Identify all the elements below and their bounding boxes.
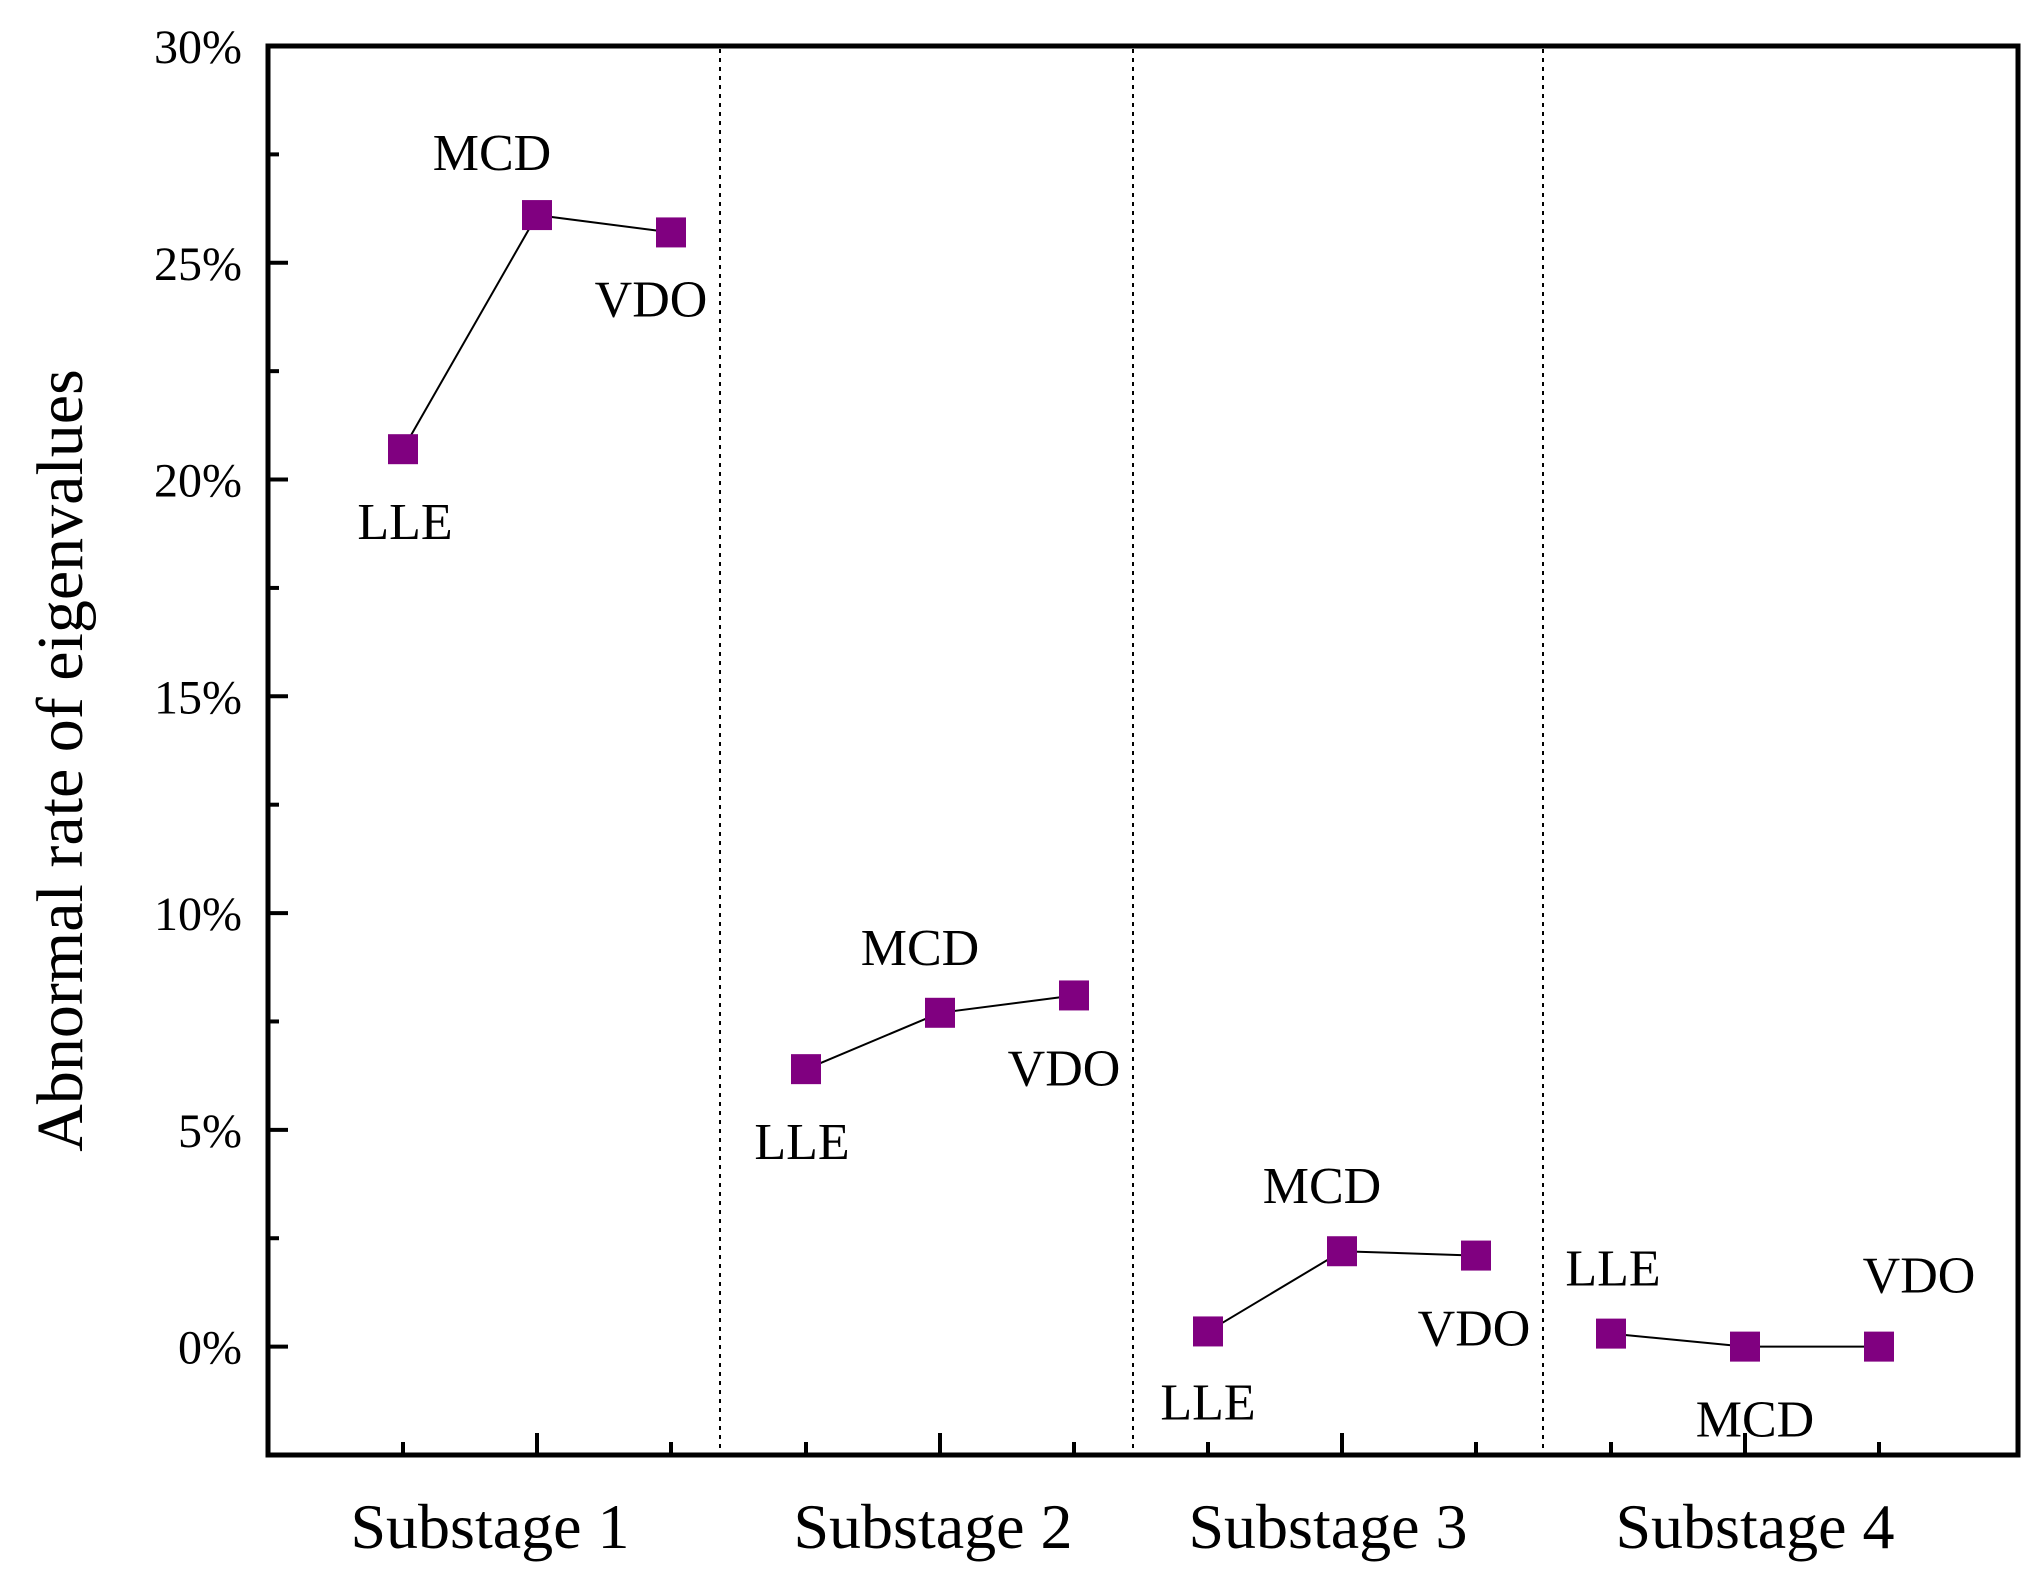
point-labels: LLE MCD VDO LLE MCD VDO LLE MCD VDO LLE MCD VDO	[357, 125, 1975, 1449]
plot-frame	[265, 43, 2021, 1458]
y-tick-label: 10%	[154, 888, 242, 941]
point-label: LLE	[357, 494, 452, 551]
x-group-label: Substage 3	[1188, 1491, 1467, 1562]
point-label: MCD	[1263, 1158, 1381, 1215]
point-label: LLE	[1565, 1241, 1660, 1298]
data-marker	[1596, 1318, 1626, 1349]
y-axis-title: Abnormal rate of eigenvalues	[24, 369, 97, 1152]
data-marker	[1193, 1316, 1223, 1347]
data-marker	[656, 217, 686, 248]
data-marker	[1730, 1331, 1760, 1362]
point-label: VDO	[1863, 1248, 1976, 1305]
data-marker	[1461, 1240, 1491, 1271]
data-marker	[925, 997, 955, 1028]
point-label: LLE	[754, 1114, 849, 1171]
series-line	[402, 214, 672, 450]
point-label: VDO	[1008, 1040, 1121, 1097]
point-label: MCD	[1696, 1392, 1814, 1449]
data-marker	[1059, 980, 1089, 1011]
y-tick-label: 15%	[154, 671, 242, 724]
x-group-label: Substage 1	[350, 1491, 629, 1562]
data-marker	[522, 200, 552, 231]
x-axis: Substage 1 Substage 2 Substage 3 Substage 4	[350, 1433, 1895, 1562]
y-tick-label: 30%	[154, 21, 242, 74]
x-group-label: Substage 2	[793, 1491, 1072, 1562]
series-lines	[402, 214, 1879, 1348]
y-tick-label: 25%	[154, 238, 242, 291]
group-dividers	[719, 49, 1544, 1452]
point-label: MCD	[433, 125, 551, 182]
point-label: VDO	[595, 271, 708, 328]
y-tick-label: 20%	[154, 455, 242, 508]
point-label: LLE	[1160, 1374, 1255, 1431]
data-marker	[1327, 1236, 1357, 1267]
point-label: MCD	[861, 920, 979, 977]
y-axis: 0% 5% 10% 15% 20% 25% 30%	[154, 21, 288, 1375]
y-tick-label: 5%	[178, 1105, 242, 1158]
y-tick-label: 0%	[178, 1322, 242, 1375]
data-marker	[1864, 1331, 1894, 1362]
data-markers	[388, 200, 1894, 1362]
point-label: VDO	[1418, 1301, 1531, 1358]
data-marker	[791, 1054, 821, 1085]
data-marker	[388, 434, 418, 465]
x-group-label: Substage 4	[1615, 1491, 1894, 1562]
